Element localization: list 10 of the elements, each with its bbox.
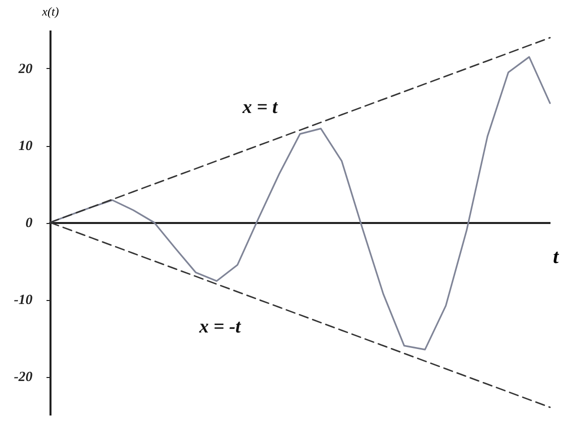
y-tick-label: 10: [18, 139, 32, 154]
y-tick-label: -10: [14, 293, 32, 308]
annotation: x = t: [241, 97, 278, 118]
x-axis-title: t: [552, 246, 560, 268]
y-axis-title: x(t): [41, 4, 59, 18]
y-tick-label: 20: [18, 62, 32, 77]
annotation: x = -t: [198, 316, 242, 338]
line-series: [49, 56, 551, 350]
y-tick-label: -20: [14, 370, 32, 385]
y-tick-label: 0: [26, 216, 32, 231]
